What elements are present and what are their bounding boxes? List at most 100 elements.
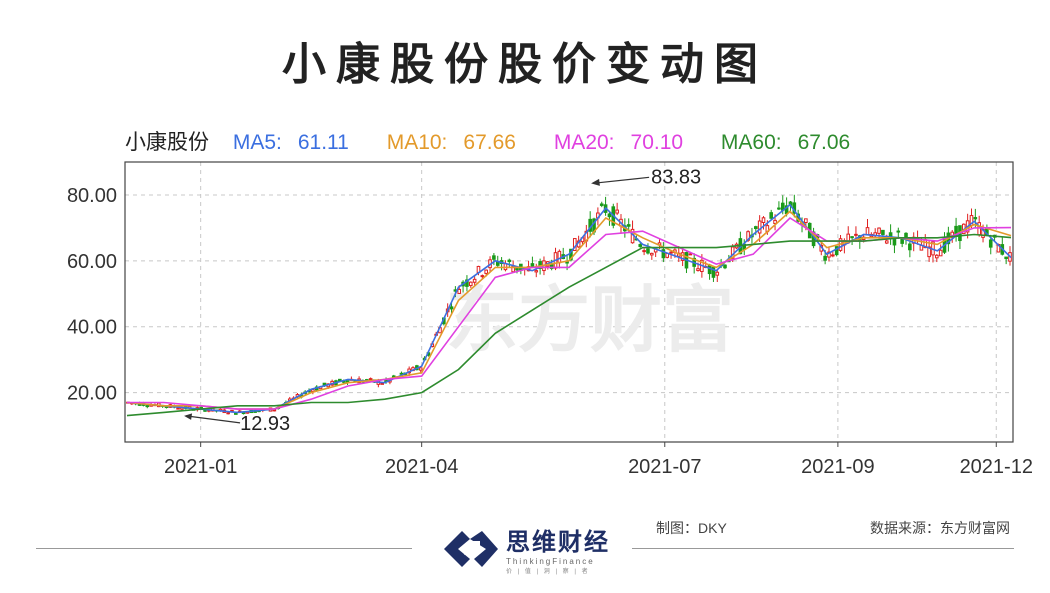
legend-ma5-value: 61.11 (297, 131, 349, 154)
legend-ma60: MA60: 67.06 (721, 131, 866, 154)
candle-body (753, 226, 758, 230)
candle-body (896, 230, 901, 233)
x-tick-label: 2021-04 (385, 456, 458, 478)
candle-body (661, 249, 666, 259)
candle-body (973, 217, 978, 220)
candle-body (418, 367, 423, 371)
candle-body (823, 255, 827, 261)
candle-body (777, 207, 781, 210)
chart-annotations: 83.83 12.93 (184, 166, 701, 435)
x-tick-label: 2021-01 (164, 456, 237, 478)
candle-body (642, 250, 646, 253)
candle-body (226, 412, 230, 415)
candle-body (773, 219, 777, 224)
candle-body (484, 269, 488, 274)
candle-body (638, 244, 643, 247)
high-annotation-label: 83.83 (651, 166, 701, 188)
legend-ma60-value: 67.06 (797, 131, 851, 154)
legend-ma20-value: 70.10 (630, 131, 684, 154)
candle-body (927, 246, 931, 258)
y-tick-label: 60.00 (67, 251, 117, 273)
legend-ma5: MA5: 61.11 (233, 131, 371, 154)
candle-body (368, 378, 373, 381)
candle-body (696, 268, 700, 272)
ma-line-ma60 (126, 233, 1012, 417)
candle-body (715, 271, 720, 276)
candle-body (507, 259, 512, 263)
candle-body (865, 227, 870, 236)
candle-body (711, 266, 716, 278)
legend-ma20-label: MA20: (553, 131, 615, 154)
chart-legend: 小康股份 MA5: 61.11 MA10: 67.66 MA20: 70.10 MA6… (125, 126, 882, 156)
chart-grid (125, 162, 1013, 442)
chart-maker: 制图：DKY (656, 520, 727, 536)
legend-ma60-label: MA60: (720, 131, 782, 154)
brand-logo: 思维财经 ThinkingFinance 价 | 值 | 洞 | 察 | 者 (440, 522, 610, 575)
candle-body (646, 248, 650, 254)
candle-body (757, 220, 762, 234)
candle-body (176, 407, 180, 410)
candle-body (908, 243, 912, 251)
y-tick-label: 80.00 (67, 185, 117, 207)
candle-body (669, 251, 673, 254)
x-tick-label: 2021-09 (801, 456, 874, 478)
candle-body (530, 263, 535, 267)
candle-body (515, 267, 519, 271)
legend-ma10-label: MA10: (386, 131, 448, 154)
candle-body (480, 275, 485, 278)
candle-body (145, 405, 150, 408)
high-arrow-line (593, 176, 650, 184)
ma-lines (126, 203, 1012, 417)
candle-body (457, 288, 462, 294)
candle-body (831, 254, 835, 257)
candle-body (650, 252, 654, 256)
low-arrow-line (186, 415, 241, 424)
footer-divider-left (36, 548, 412, 549)
watermark-text: 东方财富 (446, 278, 734, 362)
candle-body (399, 372, 404, 375)
candle-body (380, 382, 385, 385)
candle-body (492, 255, 496, 260)
legend-ma20: MA20: 70.10 (554, 131, 705, 154)
candle-body (804, 218, 808, 224)
candle-body (834, 246, 839, 256)
candle-body (900, 238, 904, 244)
low-annotation-label: 12.93 (240, 413, 290, 435)
x-tick-label: 2021-07 (628, 456, 701, 478)
legend-stock-name: 小康股份 (125, 131, 209, 154)
page-title: 小康股份股价变动图 (282, 39, 768, 90)
data-source: 数据来源：东方财富网 (870, 520, 1010, 536)
x-tick-label: 2021-12 (960, 456, 1033, 478)
candle-body (234, 412, 238, 415)
brand-logo-icon (444, 530, 498, 567)
candle-body (688, 253, 693, 256)
candle-body (854, 233, 858, 236)
candle-body (881, 229, 885, 235)
candle-body (557, 250, 562, 264)
y-tick-label: 40.00 (67, 317, 117, 339)
brand-name-cn: 思维财经 (506, 528, 610, 556)
footer-divider-right (632, 548, 1014, 549)
legend-ma5-label: MA5: (232, 131, 282, 154)
candle-body (938, 249, 943, 257)
legend-ma10: MA10: 67.66 (387, 131, 538, 154)
candle-body (988, 239, 993, 248)
brand-slogan: 价 | 值 | 洞 | 察 | 者 (506, 569, 590, 575)
candle-body (272, 409, 277, 412)
plot-frame (124, 161, 1014, 443)
candle-body (935, 254, 939, 259)
high-arrow-head (591, 178, 600, 186)
brand-name-en: ThinkingFinance (506, 557, 595, 566)
candle-body (534, 270, 539, 273)
candle-body (472, 278, 477, 283)
candle-body (468, 281, 473, 287)
candle-body (449, 306, 454, 310)
low-arrow-head (184, 413, 193, 420)
candle-body (723, 264, 727, 269)
candle-body (607, 213, 612, 218)
candle-body (626, 224, 631, 227)
chart-axes: 20.00 40.00 60.00 80.00 2021-01 2021-04 2021-0… (67, 161, 1033, 478)
candle-body (761, 217, 766, 224)
y-tick-label: 20.00 (67, 383, 117, 405)
